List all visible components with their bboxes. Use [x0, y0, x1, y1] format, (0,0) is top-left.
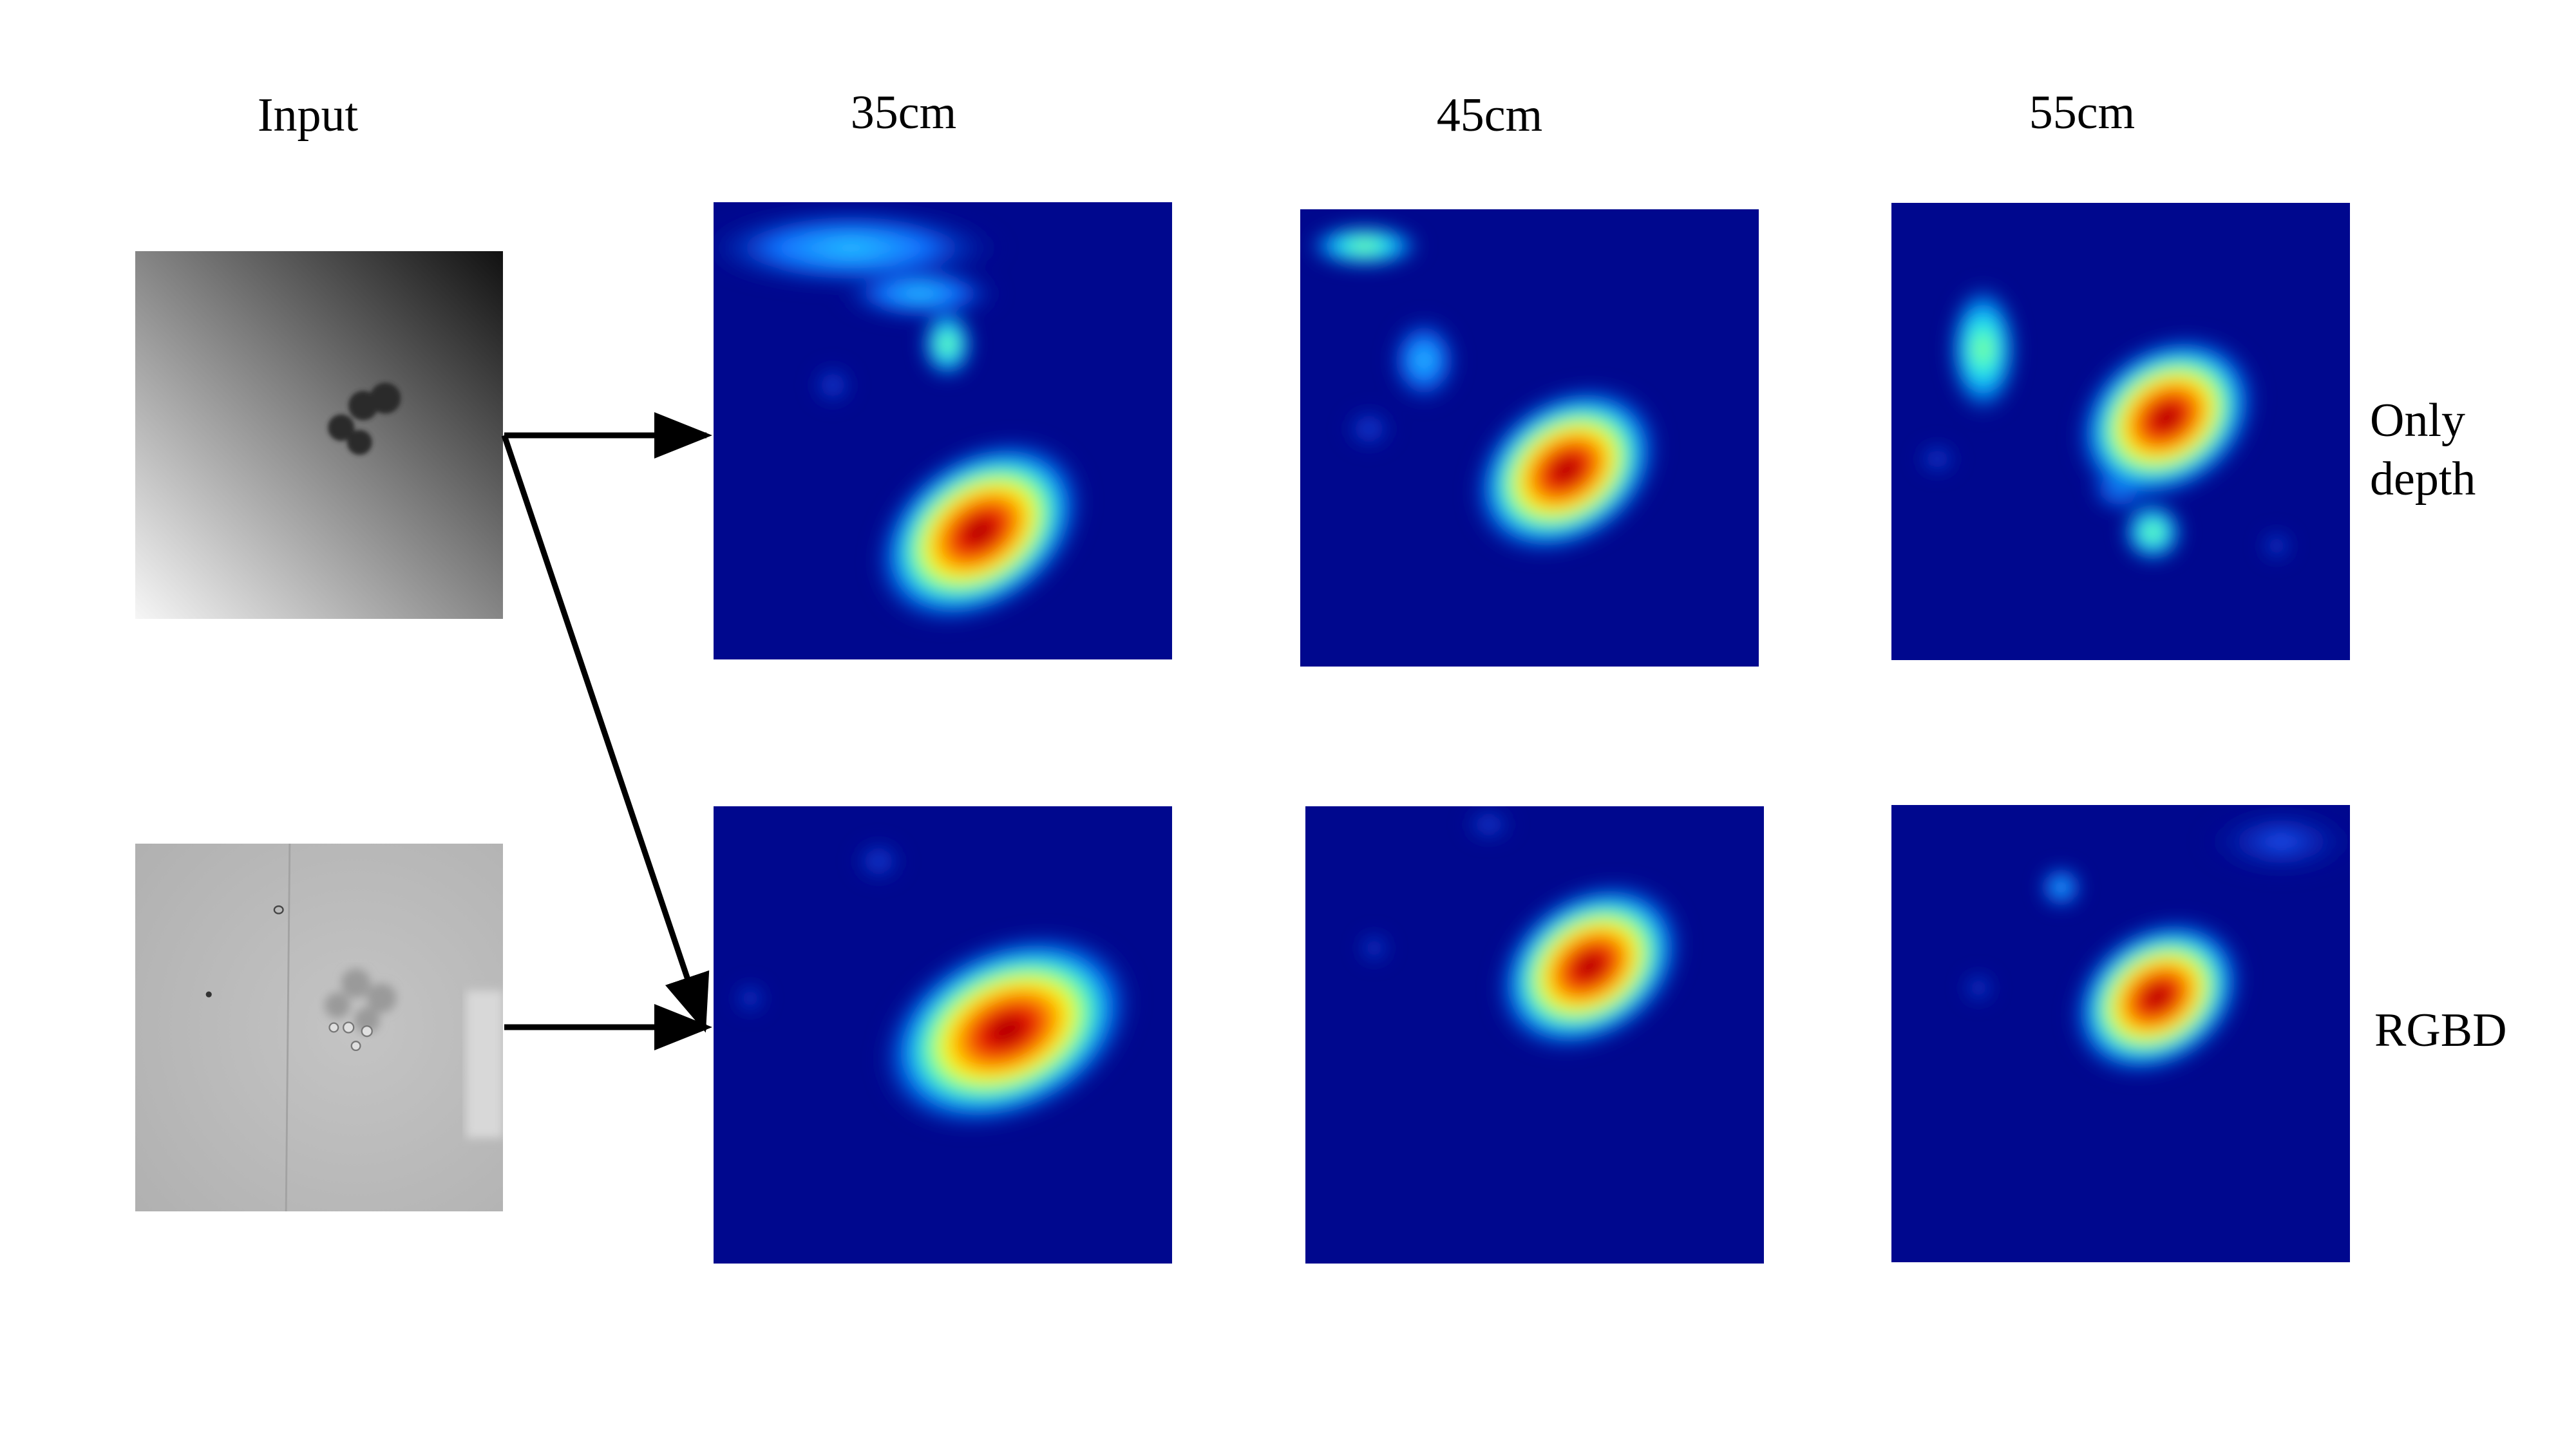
col-header-35cm: 35cm [850, 86, 957, 139]
heatmap-rgbd-35cm [714, 806, 1172, 1264]
input-column-header: Input [257, 89, 359, 142]
arrow-depth-to-rgbd-row [501, 434, 710, 1033]
heatmap-depth-55cm [1891, 203, 2350, 660]
row-label-rgbd: RGBD [2374, 1004, 2507, 1057]
heatmap-rgbd-45cm [1305, 806, 1764, 1264]
heatmap-depth-45cm [1300, 209, 1759, 667]
col-header-45cm: 45cm [1436, 89, 1543, 142]
heatmap-depth-35cm [714, 202, 1172, 659]
row-label-only-depth: Only depth [2370, 392, 2476, 509]
rgb-input-image [135, 844, 503, 1211]
row-label-only-depth-line1: Only [2370, 394, 2465, 447]
row-label-only-depth-line2: depth [2370, 453, 2476, 506]
col-header-55cm: 55cm [2029, 86, 2136, 139]
heatmap-rgbd-55cm [1891, 805, 2350, 1262]
depth-input-image [135, 251, 503, 619]
